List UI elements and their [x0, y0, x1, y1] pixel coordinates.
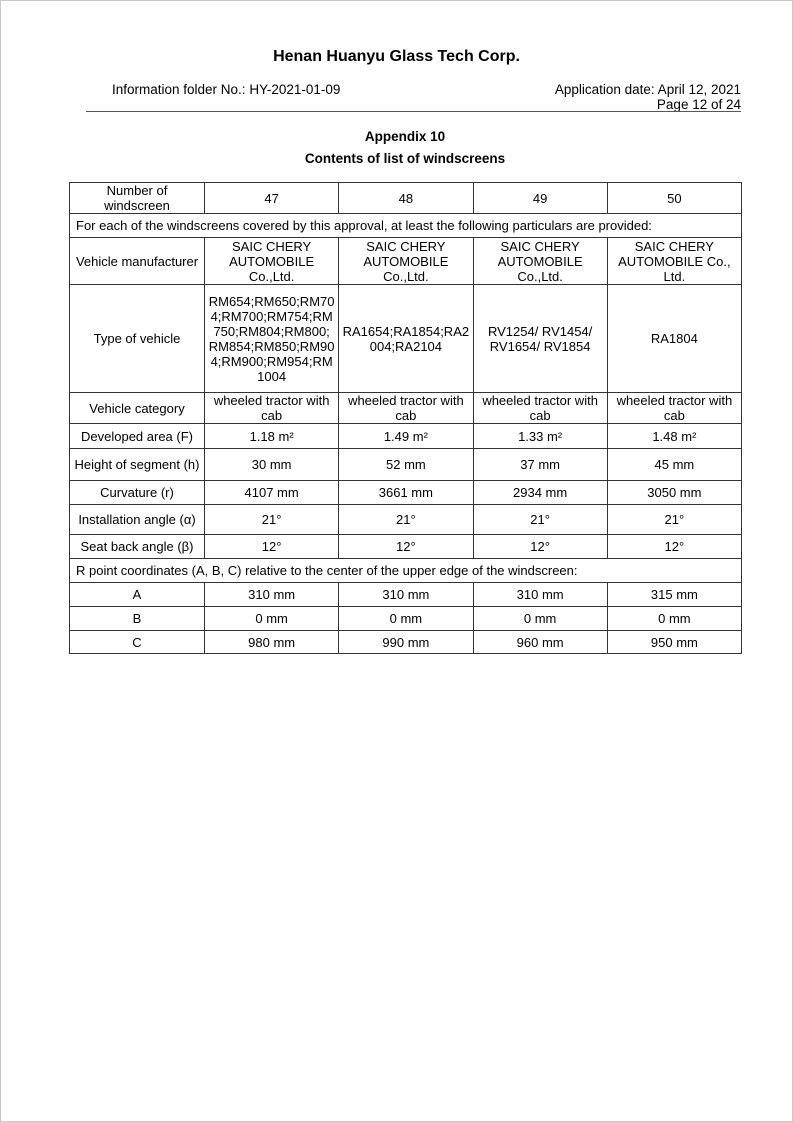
table-cell: wheeled tractor with cab [338, 392, 474, 424]
information-folder-number: Information folder No.: HY-2021-01-09 [112, 82, 341, 97]
table-row: C 980 mm 990 mm 960 mm 950 mm [69, 630, 743, 654]
table-cell: SAIC CHERY AUTOMOBILE Co.,Ltd. [203, 237, 340, 285]
table-cell: 0 mm [338, 606, 474, 631]
table-row: Number of windscreen 47 48 49 50 [69, 182, 743, 214]
page-number: Page 12 of 24 [656, 97, 741, 112]
table-cell: 12° [203, 534, 340, 559]
windscreen-table: Number of windscreen 47 48 49 50 For each of … [69, 182, 743, 654]
table-cell: 1.18 m² [203, 423, 340, 449]
row-label: Developed area (F) [69, 423, 205, 449]
row-label: Curvature (r) [69, 480, 205, 505]
table-cell: SAIC CHERY AUTOMOBILE Co.,Ltd. [338, 237, 474, 285]
table-row: Vehicle category wheeled tractor with cab… [69, 392, 743, 424]
table-cell: 315 mm [606, 582, 743, 607]
table-cell: 950 mm [606, 630, 743, 654]
row-label: B [69, 606, 205, 631]
table-cell: 1.49 m² [338, 423, 474, 449]
table-cell: 12° [606, 534, 743, 559]
row-label: Number of windscreen [69, 182, 205, 214]
table-cell: 21° [338, 504, 474, 535]
table-row: R point coordinates (A, B, C) relative t… [69, 558, 742, 583]
table-cell: RM654;RM650;RM704;RM700;RM754;RM750;RM80… [203, 284, 340, 393]
table-row: Height of segment (h) 30 mm 52 mm 37 mm 45 m… [69, 448, 743, 481]
table-cell: wheeled tractor with cab [606, 392, 743, 424]
table-cell: 4107 mm [203, 480, 340, 505]
table-cell: 980 mm [203, 630, 340, 654]
table-cell: 45 mm [606, 448, 743, 481]
table-cell: 1.33 m² [472, 423, 608, 449]
row-label: Seat back angle (β) [69, 534, 205, 559]
table-row: Seat back angle (β) 12° 12° 12° 12° [69, 534, 743, 559]
document-subtitle: Contents of list of windscreens [304, 151, 506, 166]
table-cell: 12° [338, 534, 474, 559]
header-divider [86, 111, 741, 112]
table-cell: 3661 mm [338, 480, 474, 505]
table-cell: 1.48 m² [606, 423, 743, 449]
table-cell: 21° [472, 504, 608, 535]
table-row: For each of the windscreens covered by t… [69, 213, 742, 238]
table-cell: 12° [472, 534, 608, 559]
table-cell: 52 mm [338, 448, 474, 481]
table-row: A 310 mm 310 mm 310 mm 315 mm [69, 582, 743, 607]
section-note: R point coordinates (A, B, C) relative t… [69, 558, 742, 583]
table-cell: 48 [338, 182, 474, 214]
table-row: Installation angle (α) 21° 21° 21° 21° [69, 504, 743, 535]
table-cell: 21° [606, 504, 743, 535]
table-cell: 310 mm [472, 582, 608, 607]
row-label: Installation angle (α) [69, 504, 205, 535]
row-label: Vehicle category [69, 392, 205, 424]
row-label: Vehicle manufacturer [69, 237, 205, 285]
table-cell: 960 mm [472, 630, 608, 654]
section-note: For each of the windscreens covered by t… [69, 213, 742, 238]
table-cell: wheeled tractor with cab [203, 392, 340, 424]
table-row: Developed area (F) 1.18 m² 1.49 m² 1.33 m² 1… [69, 423, 743, 449]
table-cell: 310 mm [338, 582, 474, 607]
table-row: Vehicle manufacturer SAIC CHERY AUTOMOBIL… [69, 237, 743, 285]
table-row: Type of vehicle RM654;RM650;RM704;RM700;R… [69, 284, 743, 393]
table-cell: wheeled tractor with cab [472, 392, 608, 424]
table-cell: 0 mm [472, 606, 608, 631]
table-cell: SAIC CHERY AUTOMOBILE Co.,Ltd. [472, 237, 608, 285]
row-label: Type of vehicle [69, 284, 205, 393]
table-cell: 990 mm [338, 630, 474, 654]
table-cell: 2934 mm [472, 480, 608, 505]
table-row: Curvature (r) 4107 mm 3661 mm 2934 mm 3050 m… [69, 480, 743, 505]
table-cell: 21° [203, 504, 340, 535]
table-cell: 0 mm [606, 606, 743, 631]
table-cell: RA1654;RA1854;RA2004;RA2104 [338, 284, 474, 393]
row-label: C [69, 630, 205, 654]
table-cell: 30 mm [203, 448, 340, 481]
table-cell: SAIC CHERY AUTOMOBILE Co., Ltd. [606, 237, 743, 285]
table-cell: 3050 mm [606, 480, 743, 505]
table-cell: 47 [203, 182, 340, 214]
appendix-title: Appendix 10 [364, 129, 446, 144]
table-cell: 310 mm [203, 582, 340, 607]
company-name: Henan Huanyu Glass Tech Corp. [273, 48, 520, 65]
table-cell: 50 [606, 182, 743, 214]
date-and-page: Application date: April 12, 2021 Page 12… [555, 82, 741, 112]
table-cell: RV1254/ RV1454/ RV1654/ RV1854 [472, 284, 608, 393]
table-cell: RA1804 [606, 284, 743, 393]
table-cell: 0 mm [203, 606, 340, 631]
table-cell: 37 mm [472, 448, 608, 481]
table-cell: 49 [472, 182, 608, 214]
row-label: A [69, 582, 205, 607]
row-label: Height of segment (h) [69, 448, 205, 481]
application-date: Application date: April 12, 2021 [554, 82, 741, 97]
